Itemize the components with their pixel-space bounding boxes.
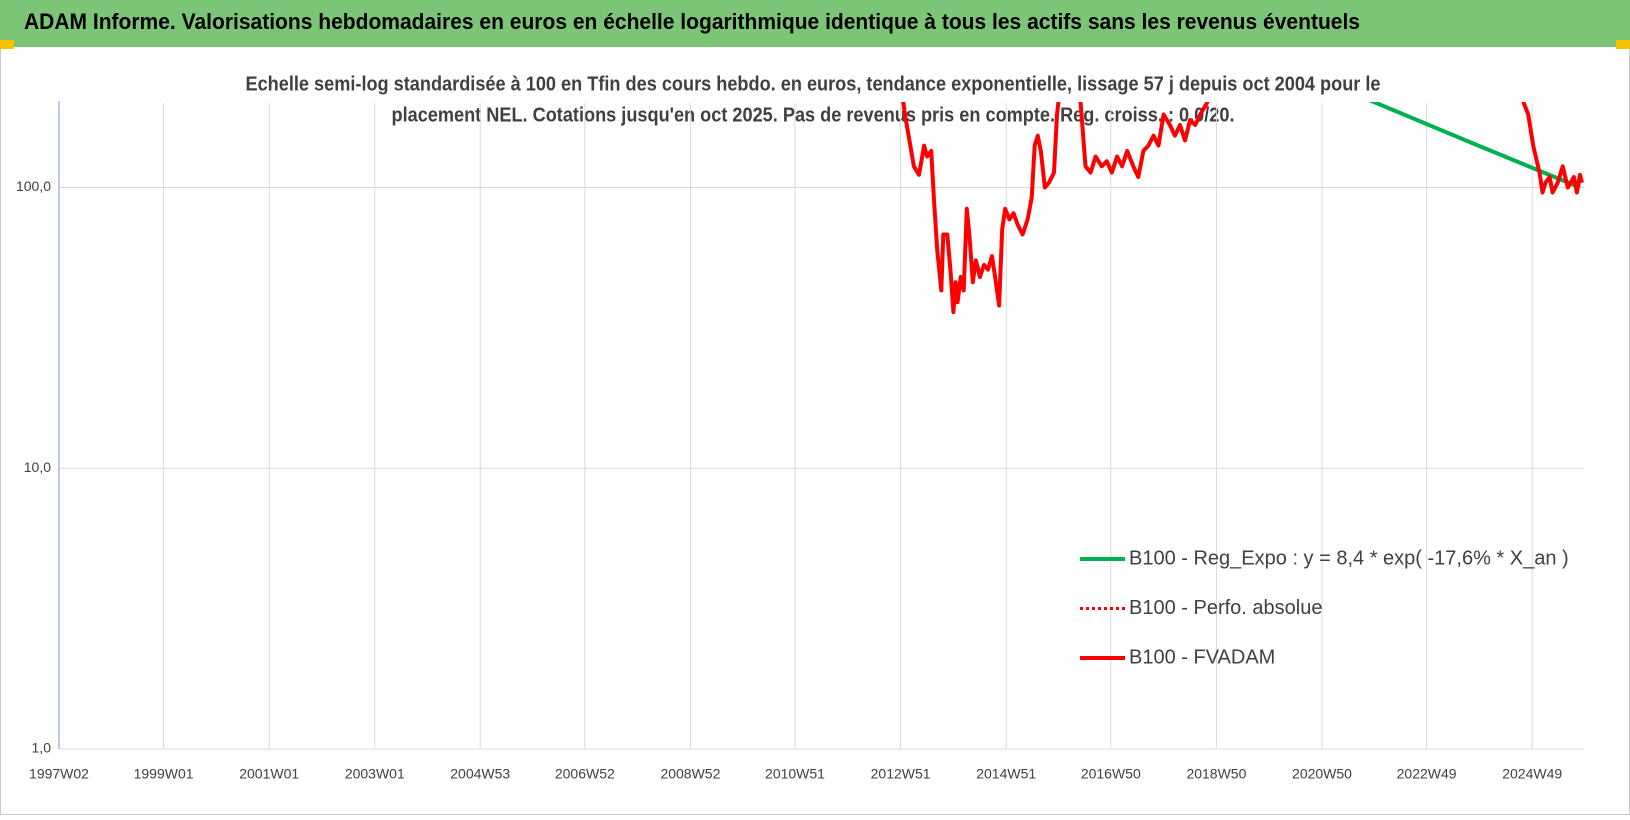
corner <box>1616 40 1630 49</box>
x-tick-label: 2004W53 <box>450 766 510 782</box>
grid: 1,0 10,0 100,0 1997W02 1999W01 2001W01 2003W01… <box>16 103 1584 782</box>
x-tick-label: 1999W01 <box>134 766 194 782</box>
y-tick-label: 10,0 <box>24 459 51 475</box>
x-tick-label: 2008W52 <box>660 766 720 782</box>
x-tick-label: 2006W52 <box>555 766 615 782</box>
y-tick-label: 100,0 <box>16 178 51 194</box>
corner <box>0 40 14 49</box>
y-tick-label: 1,0 <box>32 740 52 756</box>
x-tick-label: 2024W49 <box>1502 766 1562 782</box>
series-line <box>901 102 1584 315</box>
header-bar <box>0 0 1630 47</box>
series-line <box>1368 102 1581 190</box>
legend-label: B100 - Perfo. absolue <box>1129 597 1322 619</box>
x-tick-label: 2014W51 <box>976 766 1036 782</box>
x-tick-label: 2001W01 <box>239 766 299 782</box>
x-tick-label: 2003W01 <box>345 766 405 782</box>
legend-label: B100 - Reg_Expo : y = 8,4 * exp( -17,6% … <box>1129 547 1569 569</box>
x-tick-label: 2016W50 <box>1081 766 1141 782</box>
plot-area <box>901 102 1584 315</box>
x-tick-label: 2020W50 <box>1292 766 1352 782</box>
x-tick-label: 2018W50 <box>1186 766 1246 782</box>
chart-subtitle: Echelle semi-log standardisée à 100 en T… <box>246 73 1381 95</box>
legend: B100 - Reg_Expo : y = 8,4 * exp( -17,6% … <box>1080 547 1569 668</box>
x-tick-label: 2010W51 <box>765 766 825 782</box>
x-tick-label: 2022W49 <box>1397 766 1457 782</box>
chart-title: ADAM Informe. Valorisations hebdomadaire… <box>24 9 1360 34</box>
chart-subtitle: placement NEL. Cotations jusqu'en oct 20… <box>392 104 1235 126</box>
legend-label: B100 - FVADAM <box>1129 646 1275 668</box>
x-tick-label: 2012W51 <box>871 766 931 782</box>
x-tick-label: 1997W02 <box>29 766 89 782</box>
